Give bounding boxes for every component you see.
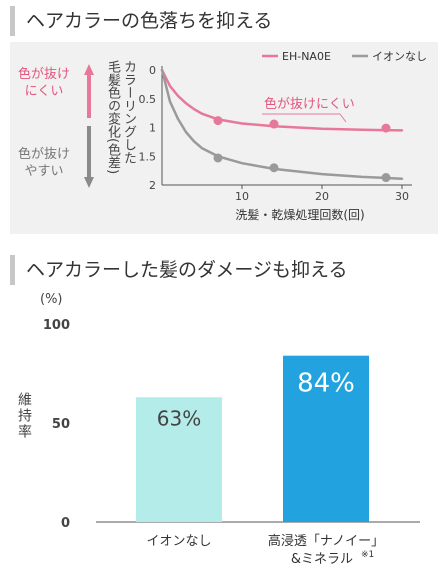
line-chart: 0 0.5 1 1.5 2 10 20 30 EH-NA0E イオンなし 洗髪・乾燥処理回数(回… xyxy=(139,50,428,222)
series-point-1 xyxy=(213,116,223,126)
series-line-1 xyxy=(160,68,404,132)
line-chart-annotation: 色が抜けにくい xyxy=(262,96,355,123)
x-tick-label: 10 xyxy=(235,190,249,203)
section-title-damage: ヘアカラーした髪のダメージも抑える xyxy=(10,255,347,285)
series-line-2 xyxy=(160,68,404,180)
arrow-down-icon xyxy=(84,126,94,188)
x-tick-label: 30 xyxy=(395,190,409,203)
annotation-leader xyxy=(262,113,347,123)
bar-2 xyxy=(283,355,369,522)
line-chart-panel xyxy=(10,42,438,234)
bar-value-label: 63% xyxy=(157,406,201,430)
bar-chart-categories: イオンなし 高浸透「ナノイー」 &ミネラル ※1 xyxy=(146,533,384,567)
category-label: イオンなし xyxy=(146,534,211,549)
legend-label: イオンなし xyxy=(372,50,427,63)
side-label-resists-fading: 色が抜けにくい xyxy=(16,66,72,100)
section-title-color-fade: ヘアカラーの色落ちを抑える xyxy=(10,6,272,36)
side-label-fades-easily: 色が抜けやすい xyxy=(16,146,72,180)
series-point-1 xyxy=(381,123,391,133)
footnote-mark: ※1 xyxy=(361,550,374,560)
y-tick-label: 1.5 xyxy=(139,150,157,163)
line-chart-series xyxy=(160,68,404,183)
line-chart-legend: EH-NA0E イオンなし xyxy=(262,50,427,63)
line-chart-x-label: 洗髪・乾燥処理回数(回) xyxy=(235,207,364,222)
line-chart-y-label-2: 毛髪色の変化(色差) xyxy=(105,60,120,175)
y-tick-label: 0 xyxy=(61,516,70,531)
annotation-text: 色が抜けにくい xyxy=(264,96,355,112)
line-chart-y-label-1: カラーリングした xyxy=(121,60,136,164)
y-tick-label: 0.5 xyxy=(139,93,157,106)
series-point-2 xyxy=(269,163,279,173)
bar-value-label: 84% xyxy=(297,369,355,399)
bar-1 xyxy=(136,397,222,522)
series-point-2 xyxy=(381,173,391,183)
x-tick-label: 20 xyxy=(315,190,329,203)
line-chart-axes: 0 0.5 1 1.5 2 10 20 30 xyxy=(139,64,412,203)
y-tick-label: 0 xyxy=(149,64,156,77)
y-tick-label: 100 xyxy=(43,318,70,333)
arrow-up-icon xyxy=(84,64,94,118)
bar-chart-bars: 63% 84% xyxy=(136,355,369,522)
category-label-line-2: &ミネラル xyxy=(291,552,353,567)
y-tick-label: 2 xyxy=(149,179,156,192)
side-label-top-text: 色が抜けにくい xyxy=(17,67,70,99)
bar-chart-axes: 0 50 100 xyxy=(43,318,420,531)
category-label: 高浸透「ナノイー」 xyxy=(268,533,384,549)
legend-label: EH-NA0E xyxy=(282,50,331,63)
bar-chart-unit: (%) xyxy=(40,292,63,307)
side-label-bottom-text: 色が抜けやすい xyxy=(17,147,70,179)
series-point-2 xyxy=(213,153,223,163)
y-tick-label: 50 xyxy=(52,417,70,432)
y-tick-label: 1 xyxy=(149,122,156,135)
series-point-1 xyxy=(269,119,279,129)
bar-chart-y-label: 維持率 xyxy=(16,392,32,440)
